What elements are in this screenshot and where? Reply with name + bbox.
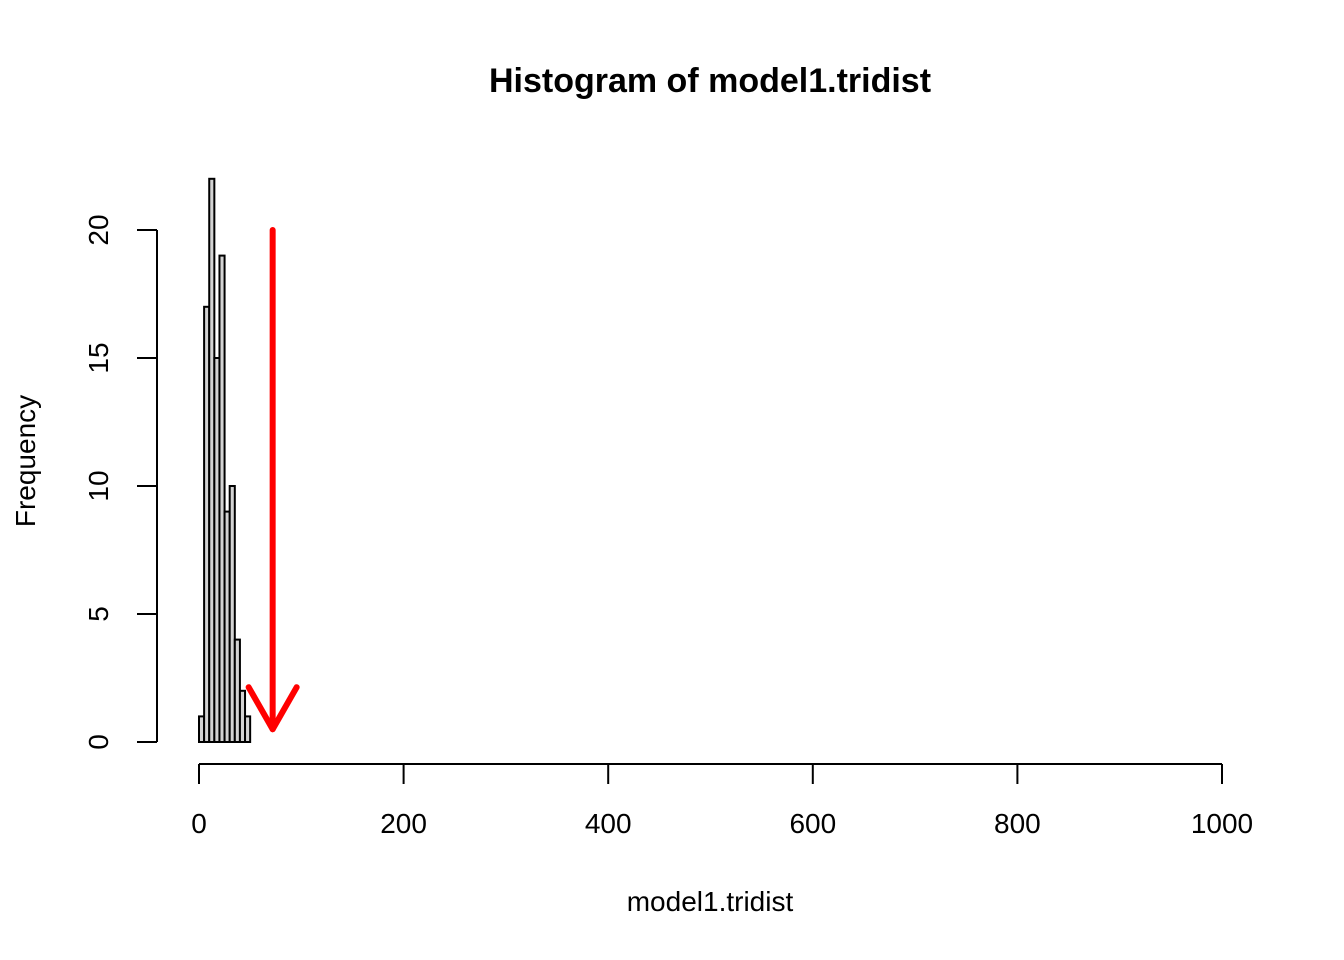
- histogram-bar: [244, 715, 252, 744]
- arrow-head: [245, 684, 300, 733]
- y-tick-label: 15: [83, 342, 114, 373]
- y-tick-label: 20: [83, 214, 114, 245]
- y-tick-label: 5: [83, 606, 114, 622]
- chart-title: Histogram of model1.tridist: [489, 62, 931, 100]
- x-tick-label: 200: [380, 808, 427, 839]
- x-axis-label: model1.tridist: [627, 886, 794, 917]
- x-tick-label: 400: [585, 808, 632, 839]
- x-tick-label: 800: [994, 808, 1041, 839]
- x-tick-label: 600: [789, 808, 836, 839]
- y-tick-label: 10: [83, 470, 114, 501]
- x-tick-label: 1000: [1191, 808, 1253, 839]
- x-axis: 0 200 400 600 800 1000: [191, 763, 1253, 839]
- x-tick-label: 0: [191, 808, 207, 839]
- red-arrow-annotation: [245, 227, 300, 733]
- histogram-bars: [198, 177, 252, 744]
- y-tick-label: 0: [83, 734, 114, 750]
- histogram-bar: [228, 485, 236, 743]
- y-axis-label: Frequency: [10, 395, 41, 527]
- histogram-bar: [218, 254, 226, 743]
- y-axis: 0 5 10 15 20: [83, 214, 158, 750]
